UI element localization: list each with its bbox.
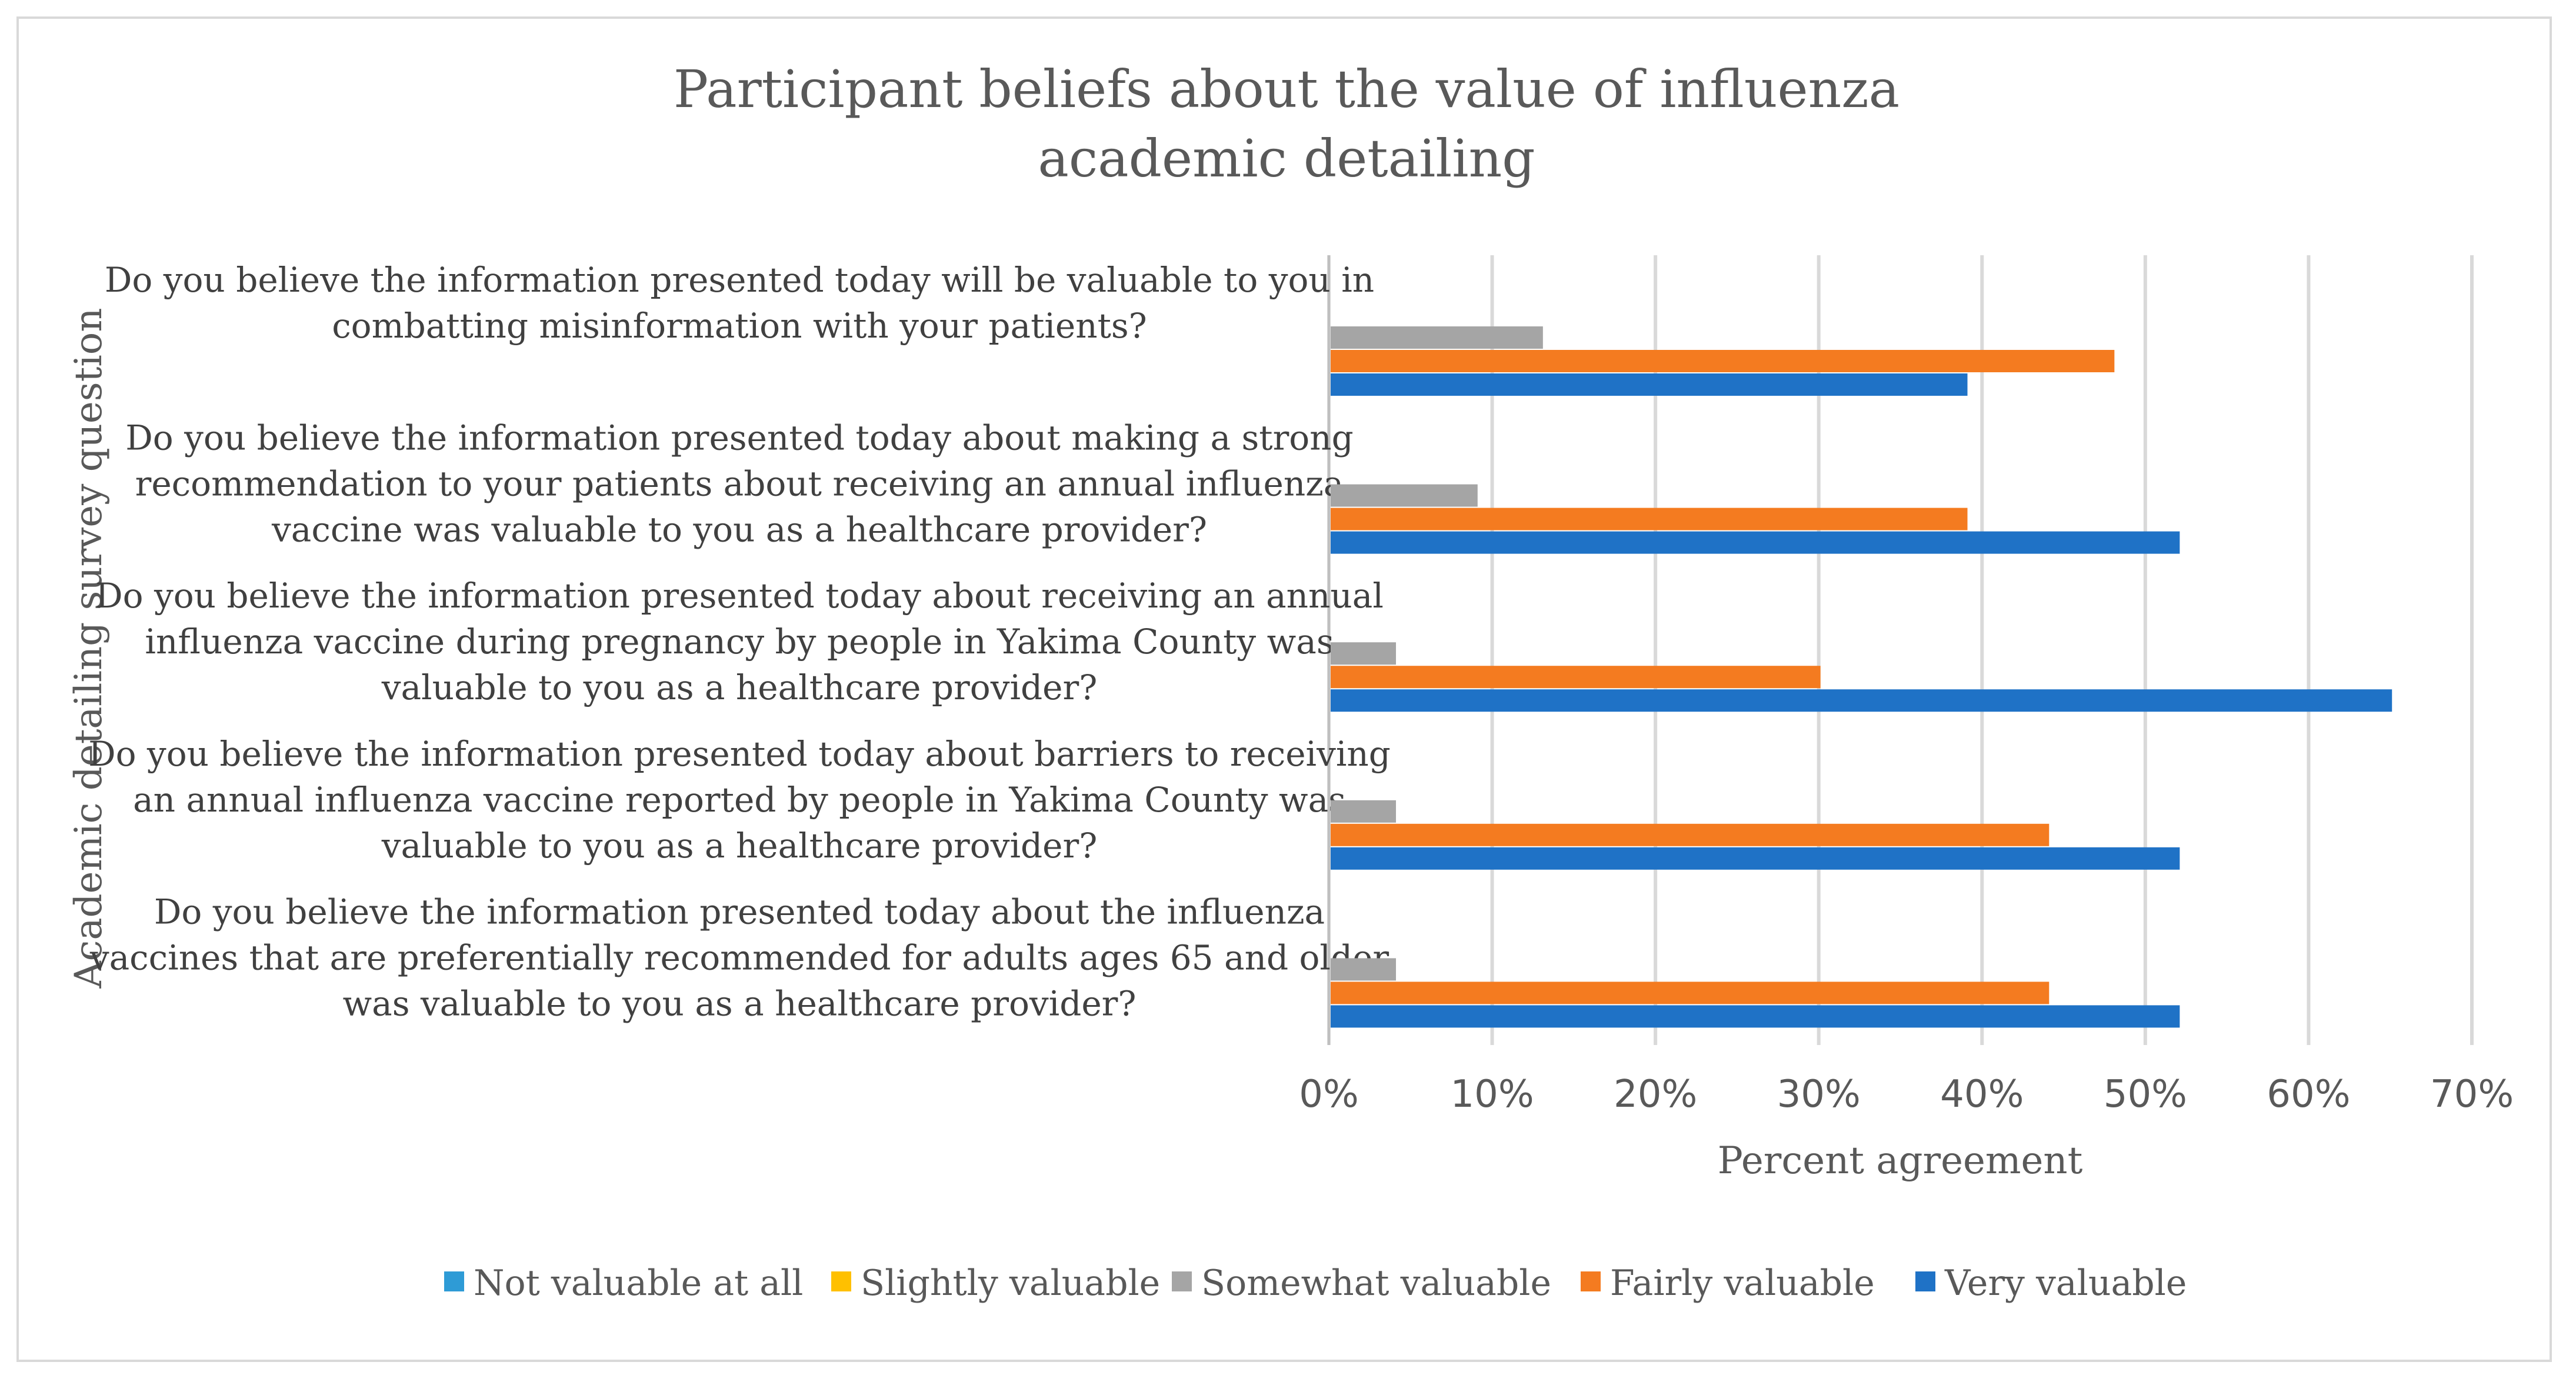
bar-fairly-valuable [1331,508,1968,530]
bar-fairly-valuable [1331,666,1821,689]
category-label-line: vaccines that are preferentially recomme… [89,937,1389,977]
bar-very-valuable [1331,689,2392,712]
category-label-line: valuable to you as a healthcare provider… [381,667,1098,707]
legend-label: Very valuable [1944,1263,2187,1304]
x-tick-label: 50% [2104,1073,2187,1116]
bar-very-valuable [1331,531,2180,554]
category-label-line: Do you believe the information presented… [125,418,1353,458]
bar-very-valuable [1331,373,1968,396]
bar-fairly-valuable [1331,982,2050,1004]
bar-somewhat-valuable [1331,958,1397,981]
chart-title-line: academic detailing [1038,128,1535,189]
legend-swatch-fairly-valuable [1581,1271,1601,1291]
category-label-line: valuable to you as a healthcare provider… [381,826,1098,866]
bar-fairly-valuable [1331,350,2115,372]
bar-very-valuable [1331,1005,2180,1028]
bar-somewhat-valuable [1331,800,1397,823]
x-axis-label: Percent agreement [1718,1139,2083,1183]
legend-swatch-somewhat-valuable [1172,1271,1192,1291]
legend-label: Slightly valuable [861,1263,1160,1304]
legend-label: Fairly valuable [1610,1263,1875,1304]
chart-svg: Participant beliefs about the value of i… [67,59,2514,1304]
legend-swatch-very-valuable [1915,1271,1935,1291]
x-tick-label: 30% [1777,1073,1861,1116]
bar-very-valuable [1331,847,2180,870]
x-tick-label: 60% [2267,1073,2350,1116]
category-label-line: recommendation to your patients about re… [135,464,1344,504]
category-label-line: Do you believe the information presented… [88,734,1391,774]
category-label-line: was valuable to you as a healthcare prov… [342,983,1136,1023]
chart-frame: Participant beliefs about the value of i… [16,16,2552,1362]
category-label-line: Do you believe the information presented… [154,892,1325,932]
category-label-line: combatting misinformation with your pati… [332,306,1147,346]
category-label-line: an annual influenza vaccine reported by … [133,780,1346,820]
bar-somewhat-valuable [1331,642,1397,665]
category-label-line: Do you believe the information presented… [95,576,1384,616]
bar-somewhat-valuable [1331,484,1478,507]
legend-label: Somewhat valuable [1201,1263,1551,1304]
x-tick-label: 10% [1450,1073,1534,1116]
legend-swatch-not-valuable-at-all [444,1271,464,1291]
bar-fairly-valuable [1331,823,2050,846]
x-tick-label: 0% [1299,1073,1359,1116]
x-tick-label: 20% [1614,1073,1697,1116]
category-label-line: Do you believe the information presented… [105,260,1374,300]
x-tick-label: 70% [2430,1073,2514,1116]
y-axis-label: Academic detailing survey question [67,308,111,989]
chart-title-line: Participant beliefs about the value of i… [674,59,1899,119]
x-tick-label: 40% [1940,1073,2024,1116]
category-label-line: vaccine was valuable to you as a healthc… [271,510,1207,550]
legend-label: Not valuable at all [474,1263,803,1304]
bar-somewhat-valuable [1331,326,1543,349]
category-label-line: influenza vaccine during pregnancy by pe… [145,622,1334,662]
legend-swatch-slightly-valuable [831,1271,851,1291]
